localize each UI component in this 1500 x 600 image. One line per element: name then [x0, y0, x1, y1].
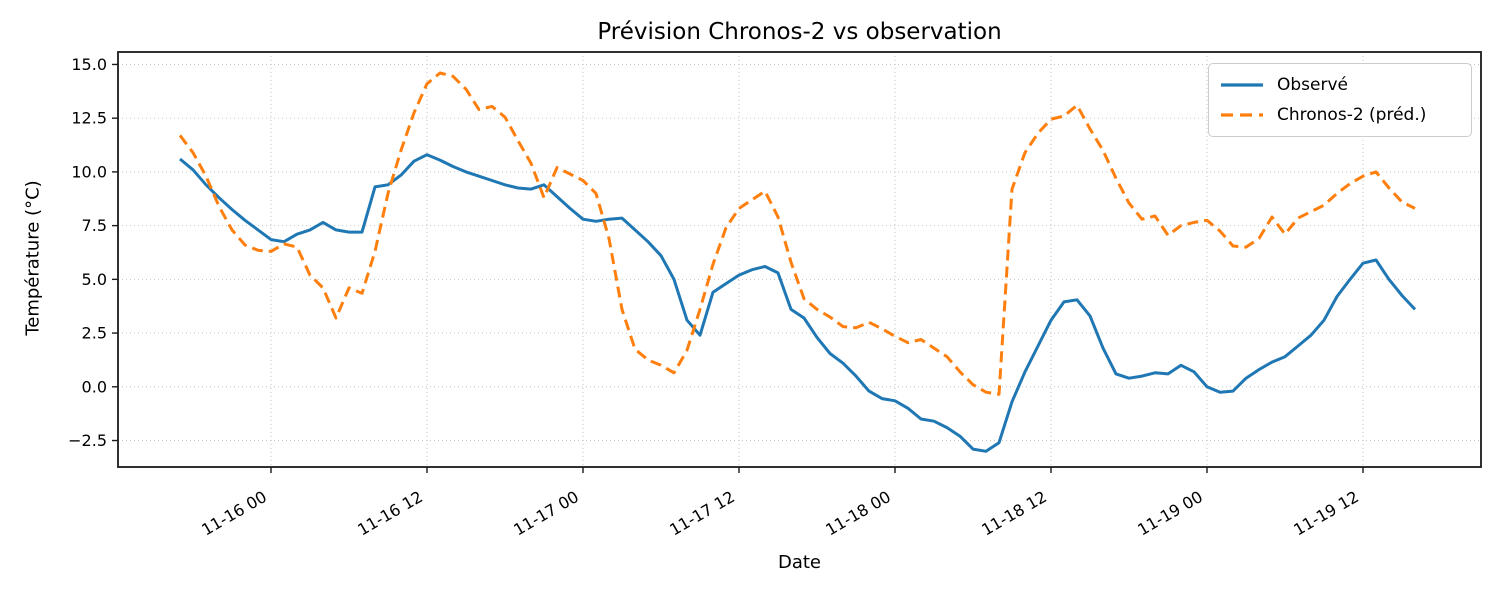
x-tick-label: 11-18 12 [978, 487, 1050, 539]
legend-chronos-line-icon [1221, 113, 1263, 117]
legend-item-observe: Observé [1219, 70, 1461, 100]
legend-observe-line-icon [1221, 83, 1263, 87]
x-tick-label: 11-16 00 [198, 487, 270, 539]
x-tick-label: 11-16 12 [354, 487, 426, 539]
x-tick-label: 11-19 12 [1290, 487, 1362, 539]
x-axis-label: Date [777, 552, 822, 573]
y-tick-label: 0.0 [82, 377, 107, 396]
x-tick-label: 11-17 00 [510, 487, 582, 539]
legend-label-chronos: Chronos-2 (préd.) [1277, 105, 1427, 125]
y-tick-label: 2.5 [82, 324, 107, 343]
x-tick-label: 11-19 00 [1134, 487, 1206, 539]
y-tick-label: 7.5 [82, 216, 107, 235]
y-tick-label: 5.0 [82, 270, 107, 289]
y-tick-label: 10.0 [71, 162, 107, 181]
legend: Observé Chronos-2 (préd.) [1208, 63, 1472, 137]
axes-frame [117, 51, 1482, 468]
legend-item-chronos: Chronos-2 (préd.) [1219, 100, 1461, 130]
y-tick-label: 12.5 [71, 109, 107, 128]
chart-title: Prévision Chronos-2 vs observation [597, 19, 1002, 45]
x-tick-label: 11-17 12 [666, 487, 738, 539]
x-tick-label: 11-18 00 [822, 487, 894, 539]
y-tick-label: 15.0 [71, 55, 107, 74]
chronos-series-line [178, 71, 1416, 396]
y-axis-label: Température (°C) [22, 180, 44, 336]
legend-label-observe: Observé [1277, 75, 1348, 95]
y-tick-label: −2.5 [68, 431, 107, 450]
observe-series-line [179, 153, 1417, 453]
